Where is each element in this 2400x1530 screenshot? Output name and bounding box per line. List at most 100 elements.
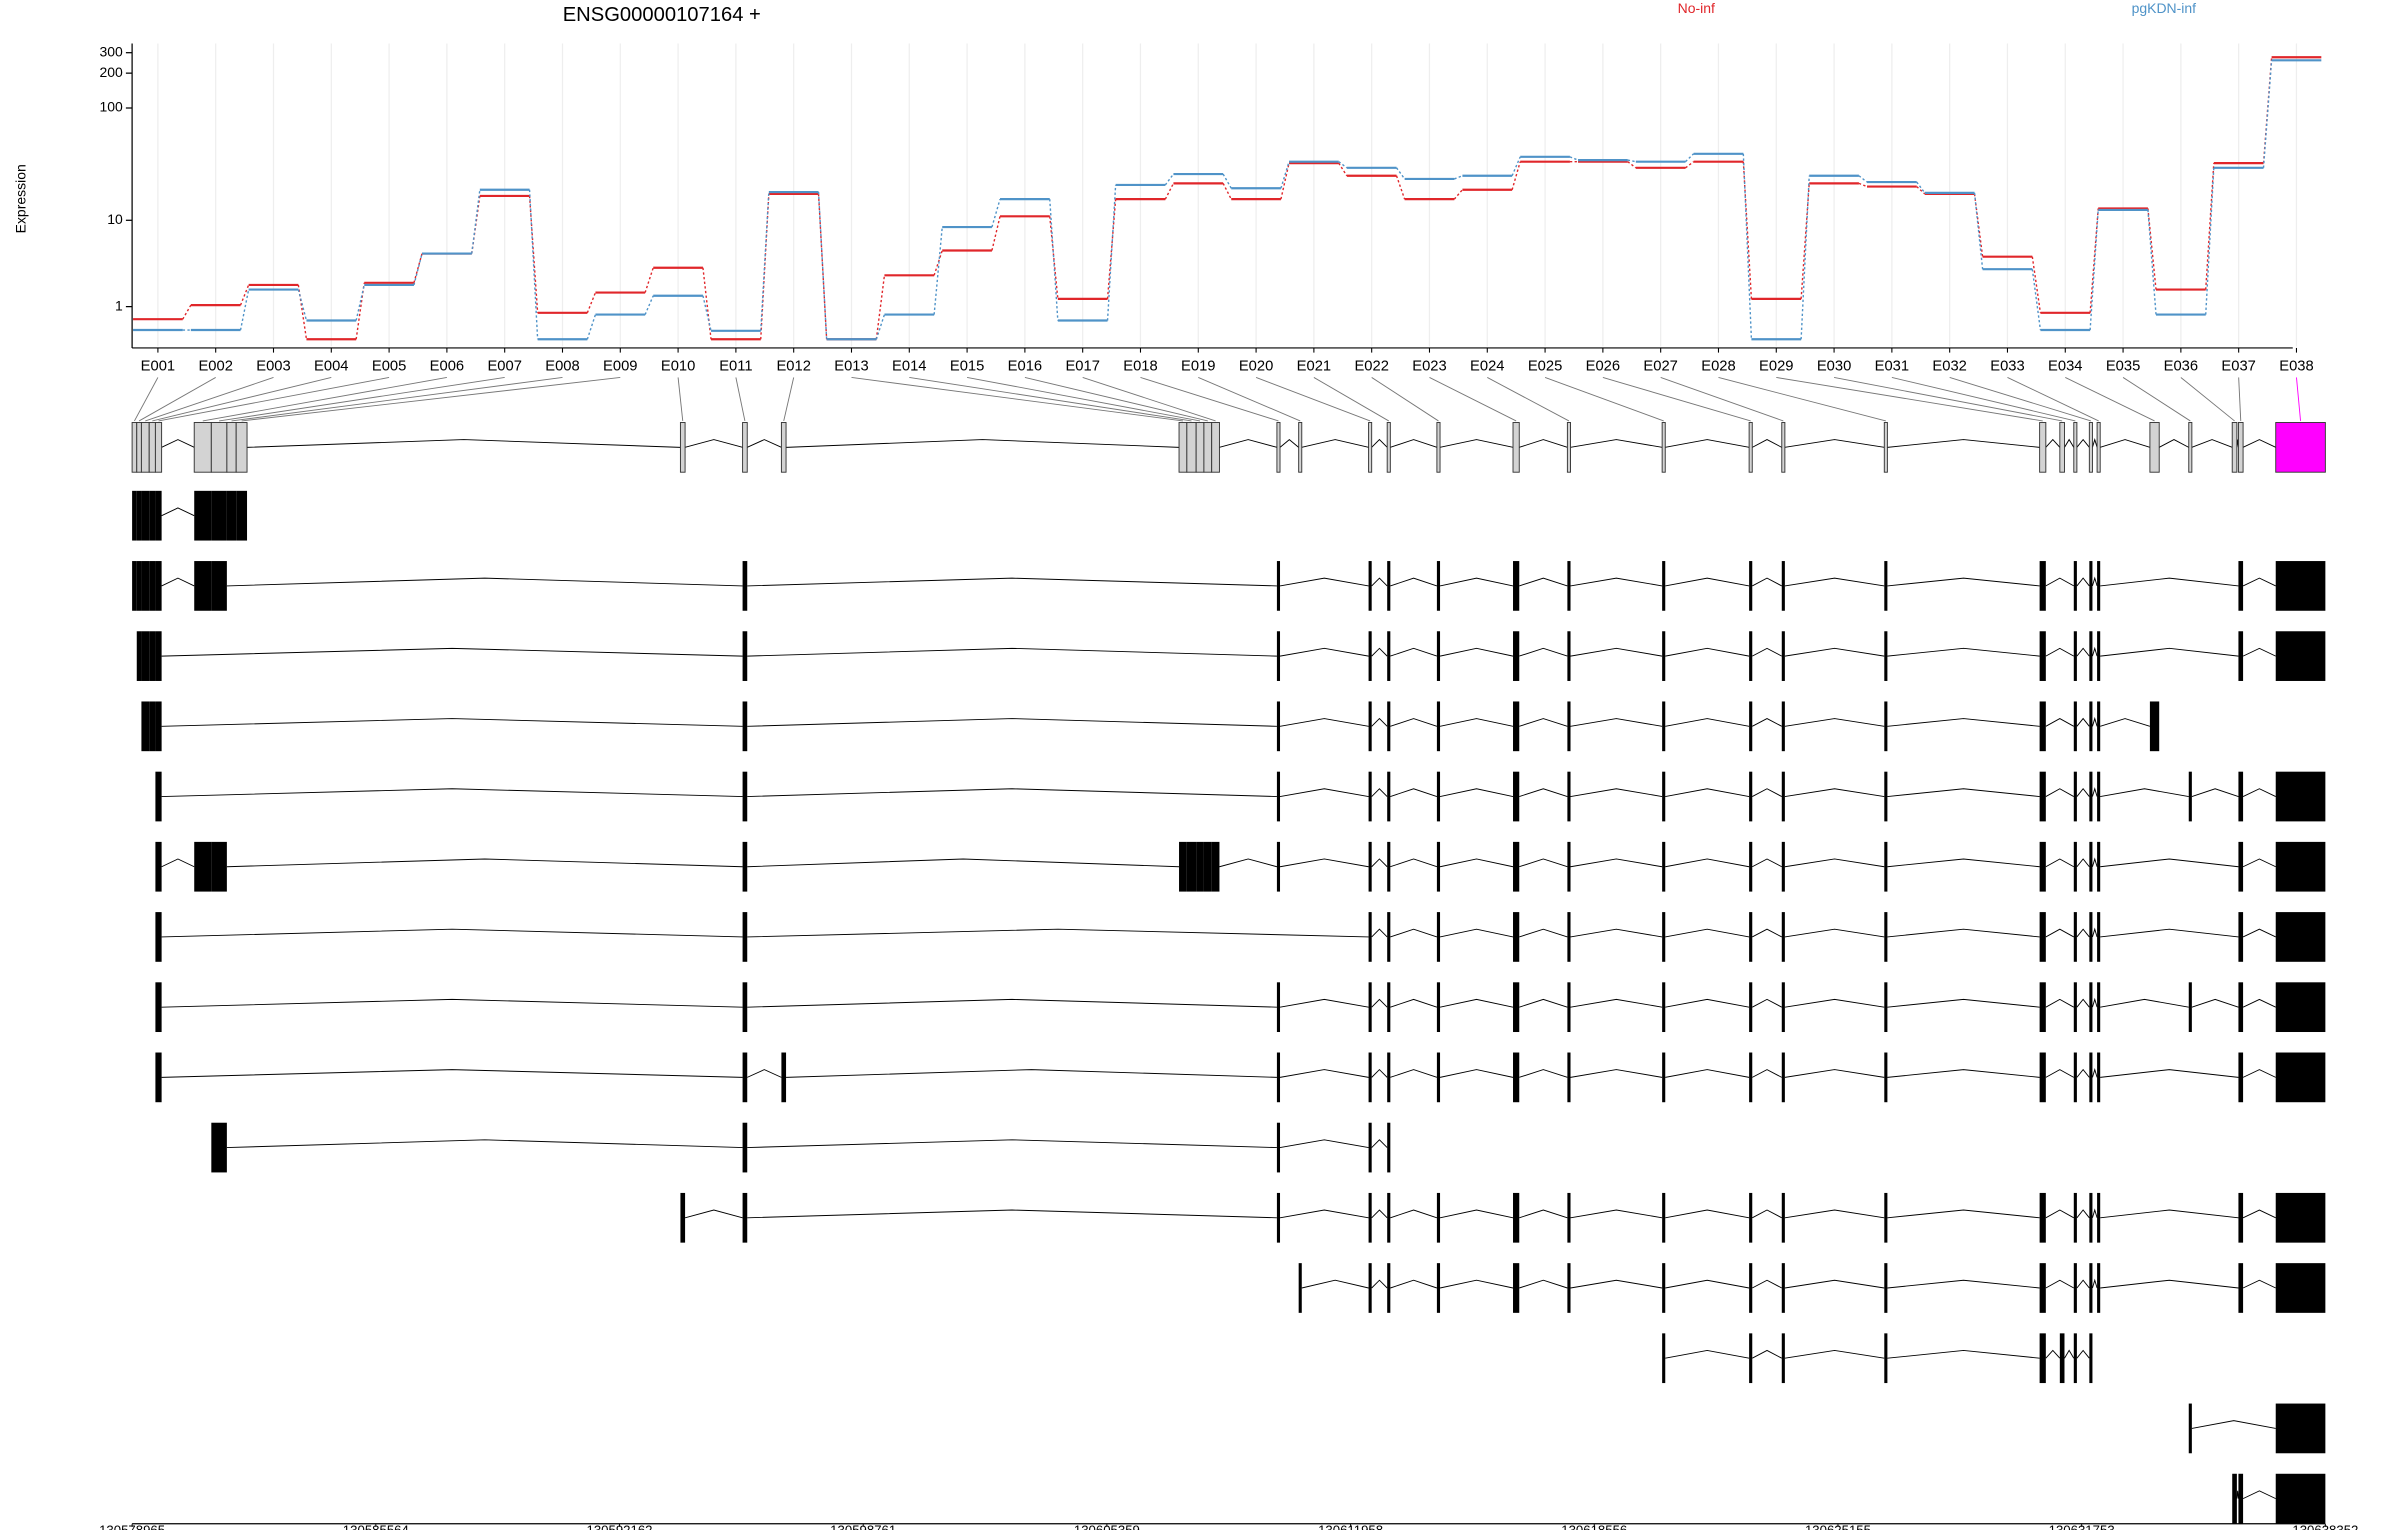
transcript-intron bbox=[747, 788, 1277, 797]
step-connector bbox=[239, 289, 250, 331]
x-tick-label: E005 bbox=[372, 358, 406, 374]
exon-link bbox=[1024, 376, 1208, 422]
exon-link bbox=[1487, 377, 1570, 422]
transcript-exon bbox=[1368, 631, 1372, 681]
step-connector bbox=[1453, 189, 1463, 200]
exon bbox=[1211, 422, 1220, 473]
step-connector bbox=[2031, 256, 2042, 313]
x-tick-label: E035 bbox=[2106, 358, 2140, 374]
exon-link bbox=[231, 376, 563, 422]
transcript-intron bbox=[1887, 1279, 2040, 1289]
transcript-exon bbox=[1179, 841, 1187, 892]
transcript-exon bbox=[2097, 771, 2101, 822]
transcript-intron bbox=[226, 858, 743, 868]
step-connector bbox=[528, 189, 539, 340]
transcript-exon bbox=[742, 1052, 748, 1103]
step-connector bbox=[1454, 175, 1463, 180]
step-connector bbox=[1627, 159, 1636, 163]
transcript-exon bbox=[141, 490, 150, 541]
x-tick-label: E032 bbox=[1932, 358, 1966, 374]
transcript-intron bbox=[1665, 577, 1750, 587]
transcript-exon bbox=[1211, 841, 1220, 892]
x-tick-label: E002 bbox=[198, 358, 232, 374]
x-tick-label: E021 bbox=[1297, 358, 1331, 374]
x-tick-label: E028 bbox=[1701, 358, 1735, 374]
transcript-intron bbox=[2076, 1279, 2090, 1289]
transcript-exon bbox=[2089, 631, 2093, 681]
transcript-exon bbox=[194, 561, 212, 611]
step-connector bbox=[1800, 175, 1810, 340]
transcript-intron bbox=[1439, 1279, 1514, 1289]
step-connector bbox=[297, 289, 308, 321]
transcript-exon bbox=[2238, 561, 2244, 611]
transcript-intron bbox=[1752, 647, 1782, 657]
transcript-intron bbox=[1301, 1279, 1369, 1289]
transcript-intron bbox=[1371, 858, 1388, 868]
transcript-exon bbox=[1749, 912, 1753, 962]
transcript-intron bbox=[1439, 858, 1514, 868]
transcript-intron bbox=[1665, 998, 1750, 1008]
exon bbox=[780, 422, 787, 473]
transcript-intron bbox=[2076, 788, 2090, 797]
transcript-intron bbox=[1784, 647, 1885, 657]
intron bbox=[2045, 438, 2061, 448]
transcript-exon bbox=[2097, 631, 2101, 681]
x-tick-label: E038 bbox=[2279, 358, 2313, 374]
transcript-exon bbox=[742, 561, 748, 611]
transcript-intron bbox=[2076, 858, 2090, 868]
transcript-intron bbox=[747, 1069, 782, 1078]
transcript-intron bbox=[161, 718, 743, 727]
transcript-intron bbox=[2091, 716, 2098, 727]
intron bbox=[747, 439, 782, 448]
x-tick-label: E022 bbox=[1354, 358, 1388, 374]
step-connector bbox=[528, 195, 539, 313]
chart-title: ENSG00000107164 + bbox=[563, 4, 761, 26]
exon bbox=[2039, 422, 2047, 473]
step-connector bbox=[1395, 175, 1406, 200]
intron bbox=[1665, 439, 1750, 448]
transcript-exon bbox=[1781, 912, 1785, 962]
intron bbox=[684, 439, 743, 448]
step-connector bbox=[1164, 173, 1174, 186]
transcript-exon bbox=[1662, 561, 1666, 611]
y-axis-label: Expression bbox=[13, 164, 29, 233]
x-tick-label: E020 bbox=[1239, 358, 1273, 374]
transcript-exon bbox=[1884, 771, 1888, 822]
transcript-exon bbox=[1781, 982, 1785, 1033]
transcript-exon bbox=[1368, 1263, 1372, 1313]
step-connector bbox=[644, 295, 654, 315]
transcript-exon bbox=[149, 561, 156, 611]
transcript-intron bbox=[226, 577, 743, 587]
transcript-intron bbox=[2242, 647, 2276, 657]
transcript-exon bbox=[1368, 1192, 1372, 1243]
transcript-intron bbox=[2236, 1490, 2239, 1499]
transcript-intron bbox=[1279, 788, 1369, 797]
transcript-intron bbox=[1570, 998, 1663, 1008]
step-connector bbox=[2262, 60, 2273, 168]
step-connector bbox=[1800, 183, 1810, 299]
transcript-exon bbox=[1884, 701, 1888, 752]
transcript-intron bbox=[2100, 647, 2239, 657]
transcript-intron bbox=[1887, 998, 2040, 1008]
transcript-exon bbox=[1368, 982, 1372, 1033]
transcript-intron bbox=[2242, 577, 2276, 587]
transcript-exon bbox=[1368, 701, 1372, 752]
intron bbox=[2064, 438, 2075, 448]
transcript-intron bbox=[2045, 928, 2075, 938]
intron bbox=[1519, 439, 1568, 448]
transcript-exon bbox=[155, 631, 162, 681]
transcript-exon bbox=[2238, 1052, 2244, 1103]
transcript-intron bbox=[1887, 1069, 2040, 1078]
transcript-exon bbox=[1781, 631, 1785, 681]
step-connector bbox=[413, 253, 423, 286]
transcript-intron bbox=[161, 998, 743, 1008]
transcript-exon bbox=[2097, 912, 2101, 962]
intron bbox=[1301, 439, 1369, 448]
transcript-exon bbox=[211, 1122, 227, 1173]
exon-link bbox=[1429, 377, 1517, 422]
transcript-exon bbox=[1513, 631, 1520, 681]
transcript-intron bbox=[1519, 1279, 1568, 1289]
transcript-intron bbox=[161, 647, 743, 657]
transcript-intron bbox=[1390, 577, 1438, 587]
